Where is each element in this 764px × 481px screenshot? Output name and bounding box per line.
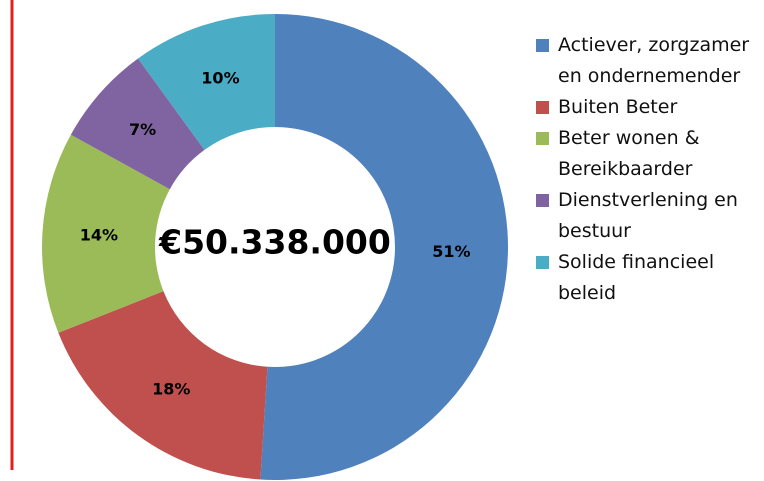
legend-label: Buiten Beter [558, 96, 678, 118]
center-label: €50.338.000 [158, 223, 391, 262]
legend-label: Beter wonen & Bereikbaarder [558, 127, 700, 180]
donut-slice [138, 14, 275, 150]
donut-slice [260, 14, 509, 480]
donut-slice [70, 58, 205, 190]
legend-swatch [536, 194, 549, 207]
data-label: 14% [80, 225, 118, 244]
legend-swatch [536, 39, 549, 52]
legend-swatch [536, 256, 549, 269]
legend-label: Solide financieel beleid [558, 251, 715, 304]
legend: Actiever, zorgzamer en ondernemender Buit… [530, 30, 764, 309]
legend-item: Solide financieel beleid [530, 247, 764, 309]
donut-slice [42, 134, 170, 333]
data-label: 51% [432, 242, 470, 261]
data-label: 18% [152, 379, 190, 398]
data-label: 10% [201, 69, 239, 88]
data-label: 7% [129, 120, 156, 139]
legend-item: Beter wonen & Bereikbaarder [530, 123, 764, 185]
legend-label: Dienstverlening en bestuur [558, 189, 738, 242]
legend-label: Actiever, zorgzamer en ondernemender [558, 34, 750, 87]
donut-slice [58, 291, 268, 480]
legend-swatch [536, 101, 549, 114]
legend-item: Dienstverlening en bestuur [530, 185, 764, 247]
legend-item: Buiten Beter [530, 92, 764, 123]
legend-swatch [536, 132, 549, 145]
legend-item: Actiever, zorgzamer en ondernemender [530, 30, 764, 92]
